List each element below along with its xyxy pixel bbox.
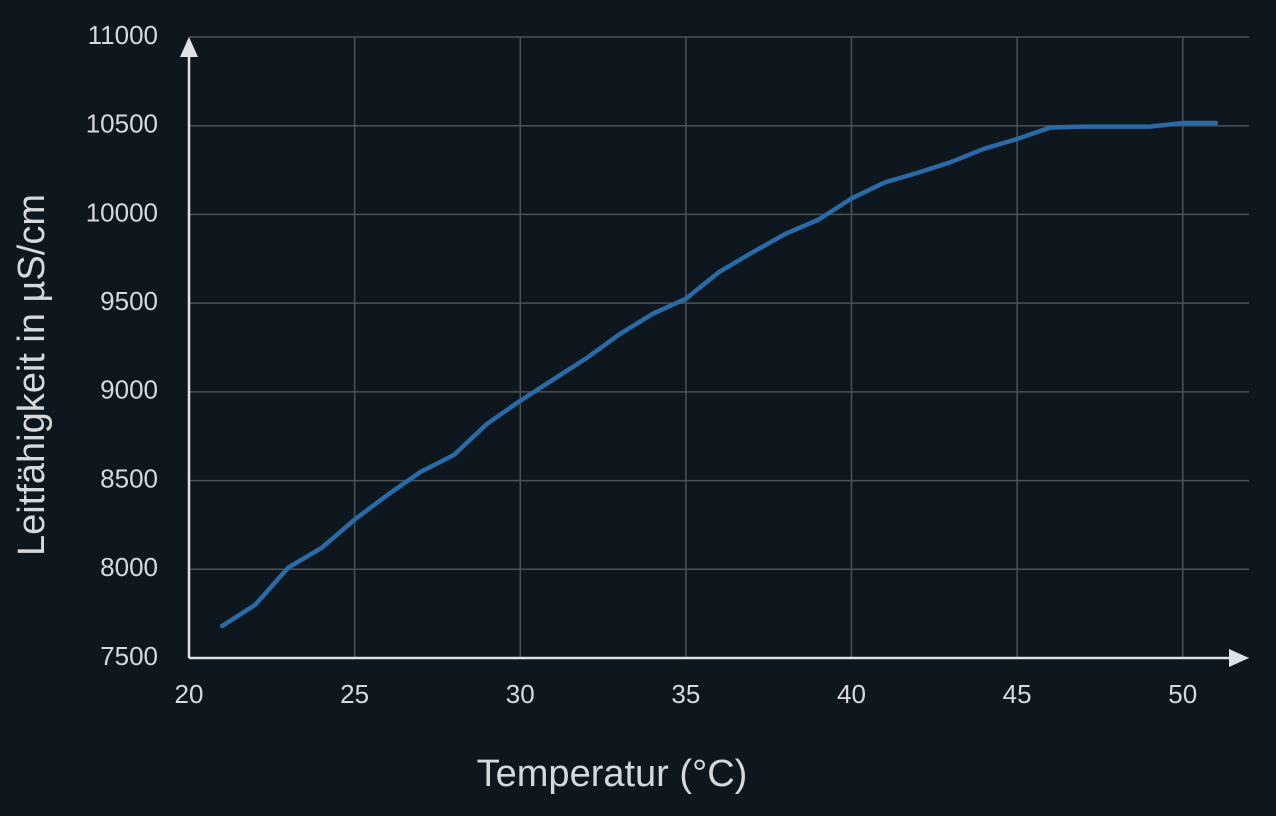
- y-tick-label: 10500: [86, 109, 158, 139]
- y-tick-label: 7500: [100, 641, 158, 671]
- y-tick-label: 9000: [100, 375, 158, 405]
- x-axis-label: Temperatur (°C): [477, 753, 748, 795]
- x-tick-label: 45: [1003, 679, 1032, 709]
- y-tick-label: 8500: [100, 463, 158, 493]
- y-axis-label: Leitfähigkeit in µS/cm: [11, 194, 53, 556]
- y-axis-arrow: [180, 37, 198, 57]
- x-tick-label: 35: [671, 679, 700, 709]
- x-tick-label: 30: [506, 679, 535, 709]
- y-tick-label: 9500: [100, 286, 158, 316]
- y-tick-label: 8000: [100, 552, 158, 582]
- y-tick-label: 10000: [86, 197, 158, 227]
- x-tick-label: 25: [340, 679, 369, 709]
- x-axis-arrow: [1229, 649, 1249, 667]
- x-tick-label: 40: [837, 679, 866, 709]
- y-tick-label: 11000: [88, 20, 158, 50]
- data-line: [219, 120, 1219, 629]
- x-tick-label: 50: [1168, 679, 1197, 709]
- x-tick-label: 20: [175, 679, 204, 709]
